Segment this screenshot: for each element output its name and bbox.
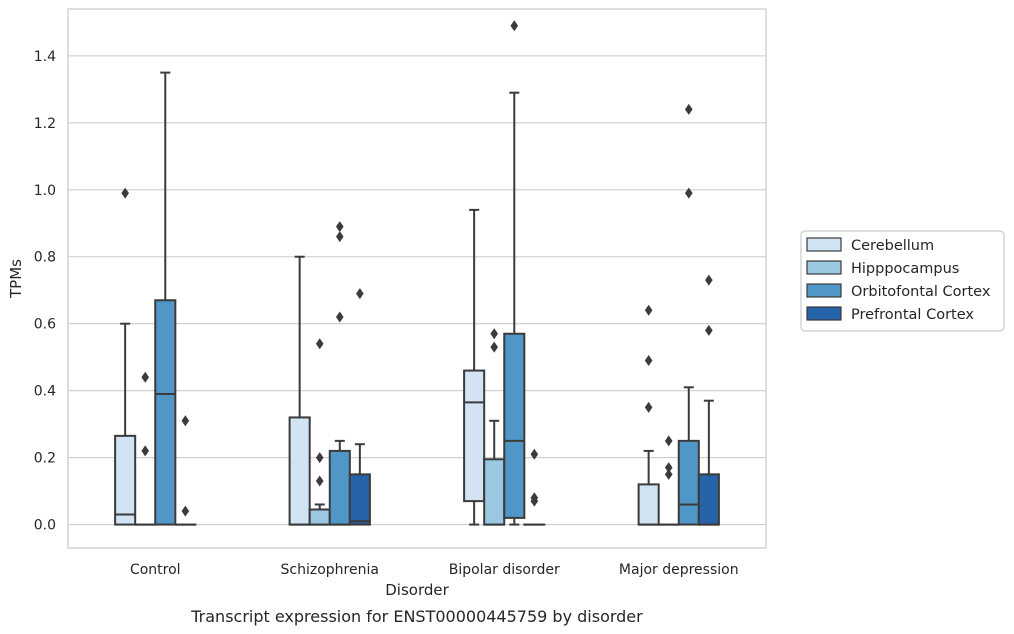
outlier-point bbox=[530, 492, 539, 504]
box-iqr bbox=[677, 439, 700, 526]
box-groups bbox=[114, 20, 720, 526]
outlier-point bbox=[664, 468, 673, 480]
outlier-point bbox=[356, 288, 364, 300]
box-1-2 bbox=[328, 221, 351, 526]
outlier-point bbox=[315, 475, 324, 487]
y-tick-label: 0.2 bbox=[34, 451, 56, 467]
outlier-point bbox=[684, 103, 693, 115]
outlier-point bbox=[335, 311, 344, 323]
box-0-1 bbox=[134, 371, 157, 526]
box-0-3 bbox=[174, 415, 197, 526]
box-iqr bbox=[114, 434, 137, 526]
outlier-point bbox=[335, 221, 344, 233]
box-2-3 bbox=[523, 448, 546, 526]
y-tick-label: 0.6 bbox=[34, 317, 56, 333]
outlier-point bbox=[141, 371, 150, 383]
outlier-point bbox=[664, 435, 673, 447]
box-0-0 bbox=[114, 187, 137, 526]
box-iqr bbox=[697, 473, 720, 526]
legend-swatch bbox=[806, 283, 842, 298]
outlier-point bbox=[644, 304, 653, 316]
box-iqr bbox=[288, 416, 311, 526]
box-1-3 bbox=[348, 288, 371, 526]
outlier-point bbox=[684, 187, 693, 199]
legend-swatch bbox=[806, 306, 842, 321]
legend-frame bbox=[800, 230, 1005, 332]
legend-entry-label: Hipppocampus bbox=[851, 261, 959, 277]
outlier-point bbox=[644, 355, 653, 367]
box-iqr bbox=[348, 473, 371, 526]
x-tick-labels: Control Schizophrenia Bipolar disorder Majo… bbox=[130, 562, 739, 578]
gridlines bbox=[68, 55, 766, 526]
outlier-point bbox=[705, 324, 713, 336]
y-tick-label: 1.2 bbox=[34, 116, 56, 132]
y-axis-label: TPMs bbox=[7, 259, 25, 299]
box-3-1 bbox=[657, 435, 680, 526]
legend-entry-label: Orbitofontal Cortex bbox=[851, 284, 991, 300]
outlier-point bbox=[490, 328, 499, 340]
x-tick-label: Bipolar disorder bbox=[449, 562, 560, 578]
x-tick-label: Control bbox=[130, 562, 181, 578]
outlier-point bbox=[181, 505, 190, 517]
outlier-point bbox=[664, 462, 673, 474]
legend-entry-label: Cerebellum bbox=[851, 238, 934, 254]
x-tick-label: Schizophrenia bbox=[281, 562, 379, 578]
outlier-point bbox=[335, 231, 344, 243]
x-tick-label: Major depression bbox=[619, 562, 739, 578]
chart-caption: Transcript expression for ENST0000044575… bbox=[190, 607, 643, 626]
box-iqr bbox=[154, 299, 177, 526]
box-3-0 bbox=[637, 304, 660, 526]
y-tick-label: 0.4 bbox=[34, 384, 56, 400]
outlier-point bbox=[181, 415, 190, 427]
legend: Cerebellum Hipppocampus Orbitofontal Corte… bbox=[800, 230, 1005, 332]
box-iqr bbox=[308, 508, 331, 526]
legend-swatch bbox=[806, 260, 842, 275]
box-iqr bbox=[503, 332, 526, 519]
box-1-1 bbox=[308, 338, 331, 526]
y-tick-label: 1.0 bbox=[34, 183, 56, 199]
legend-swatch bbox=[806, 237, 842, 252]
outlier-point bbox=[315, 338, 324, 350]
box-iqr bbox=[328, 449, 351, 526]
outlier-point bbox=[705, 274, 713, 286]
box-iqr bbox=[483, 458, 506, 526]
box-3-3 bbox=[697, 274, 720, 526]
y-tick-label: 0.8 bbox=[34, 250, 56, 266]
outlier-point bbox=[121, 187, 129, 199]
box-3-2 bbox=[677, 103, 700, 526]
box-0-2 bbox=[154, 71, 177, 526]
outlier-point bbox=[530, 448, 539, 460]
plot-frame bbox=[67, 8, 767, 549]
outlier-point bbox=[490, 341, 499, 353]
box-2-1 bbox=[483, 328, 506, 526]
box-1-0 bbox=[288, 255, 311, 526]
box-2-2 bbox=[503, 20, 526, 526]
box-iqr bbox=[463, 369, 486, 503]
outlier-point bbox=[644, 401, 653, 413]
outlier-point bbox=[510, 20, 519, 32]
legend-entry-label: Prefrontal Cortex bbox=[851, 307, 974, 323]
box-iqr bbox=[637, 483, 660, 526]
y-tick-labels: 0.0 0.2 0.4 0.6 0.8 1.0 1.2 1.4 bbox=[34, 49, 56, 534]
outlier-point bbox=[315, 452, 324, 464]
y-tick-label: 0.0 bbox=[34, 518, 56, 534]
x-axis-label: Disorder bbox=[385, 581, 449, 599]
box-2-0 bbox=[463, 208, 486, 526]
outlier-point bbox=[141, 445, 150, 457]
y-tick-label: 1.4 bbox=[34, 49, 56, 65]
